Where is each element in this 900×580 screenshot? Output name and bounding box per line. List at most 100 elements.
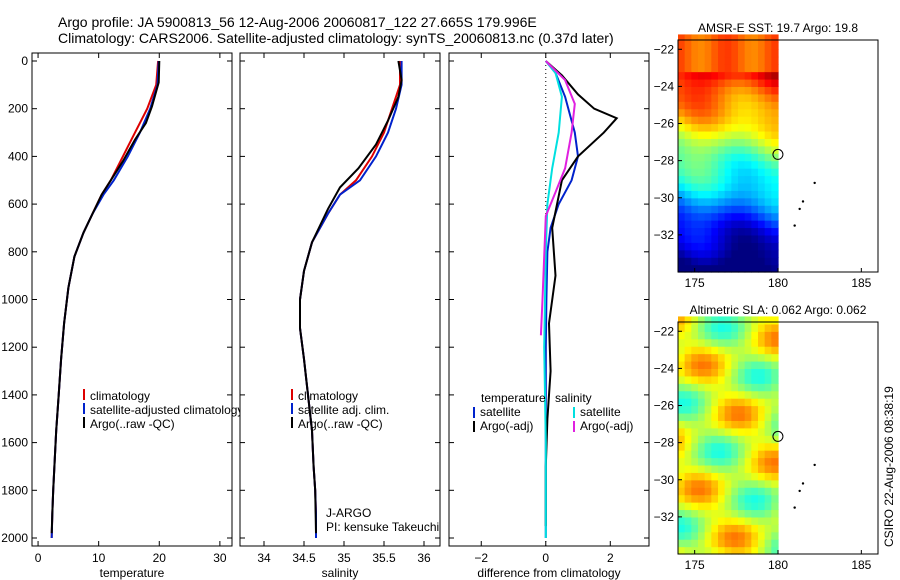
heatmap-cell <box>678 331 686 340</box>
heatmap-cell <box>718 153 726 162</box>
x-tick-label: 175 <box>685 276 705 290</box>
heatmap-cell <box>711 64 719 73</box>
heatmap-cell <box>711 323 719 332</box>
heatmap-cell <box>751 49 759 58</box>
heatmap-cell <box>771 257 779 266</box>
heatmap-cell <box>758 212 766 221</box>
heatmap-cell <box>711 457 719 466</box>
heatmap-cell <box>731 405 739 414</box>
heatmap-cell <box>738 101 746 110</box>
heatmap-cell <box>724 249 732 258</box>
heatmap-cell <box>764 93 772 102</box>
heatmap-cell <box>764 71 772 80</box>
heatmap-cell <box>758 41 766 50</box>
heatmap-cell <box>698 487 706 496</box>
heatmap-cell <box>751 182 759 191</box>
heatmap-cell <box>751 546 759 555</box>
heatmap-cell <box>704 412 712 421</box>
heatmap-cell <box>744 479 752 488</box>
heatmap-cell <box>711 168 719 177</box>
heatmap-cell <box>771 353 779 362</box>
y-tick-label: 600 <box>8 197 28 211</box>
heatmap-cell <box>731 34 739 43</box>
heatmap-cell <box>704 472 712 481</box>
heatmap-cell <box>738 234 746 243</box>
heatmap-cell <box>691 464 699 473</box>
heatmap-cell <box>718 442 726 451</box>
heatmap-cell <box>771 34 779 43</box>
x-tick-label: 0 <box>35 551 42 565</box>
heatmap-cell <box>751 41 759 50</box>
heatmap-cell <box>718 264 726 273</box>
heatmap-cell <box>731 71 739 80</box>
heatmap-cell <box>751 227 759 236</box>
heatmap-cell <box>758 509 766 518</box>
argo-position-marker <box>772 148 784 160</box>
heatmap-cell <box>744 101 752 110</box>
heatmap-cell <box>751 212 759 221</box>
heatmap-cell <box>758 494 766 503</box>
heatmap-cell <box>704 153 712 162</box>
heatmap-cell <box>718 56 726 65</box>
heatmap-cell <box>731 182 739 191</box>
heatmap-cell <box>691 539 699 548</box>
heatmap-cell <box>731 249 739 258</box>
heatmap-cell <box>771 524 779 533</box>
heatmap-cell <box>711 502 719 511</box>
heatmap-cell <box>678 360 686 369</box>
heatmap-cell <box>771 160 779 169</box>
heatmap-cell <box>691 368 699 377</box>
heatmap-cell <box>718 130 726 139</box>
heatmap-cell <box>731 168 739 177</box>
heatmap-cell <box>711 479 719 488</box>
heatmap-cell <box>698 41 706 50</box>
heatmap-cell <box>691 71 699 80</box>
heatmap-cell <box>724 375 732 384</box>
heatmap-cell <box>771 338 779 347</box>
map-title: Altimetric SLA: 0.062 Argo: 0.062 <box>690 303 867 317</box>
heatmap-cell <box>704 257 712 266</box>
heatmap-cell <box>698 539 706 548</box>
heatmap-cell <box>771 182 779 191</box>
heatmap-cell <box>764 338 772 347</box>
heatmap-cell <box>684 390 692 399</box>
heatmap-cell <box>691 502 699 511</box>
heatmap-cell <box>684 516 692 525</box>
heatmap-cell <box>704 316 712 325</box>
heatmap-cell <box>711 93 719 102</box>
heatmap-cell <box>711 242 719 251</box>
heatmap-cell <box>691 138 699 147</box>
heatmap-cell <box>744 153 752 162</box>
heatmap-cell <box>684 101 692 110</box>
heatmap-cell <box>738 220 746 229</box>
heatmap-cell <box>724 257 732 266</box>
heatmap-cell <box>678 346 686 355</box>
heatmap-cell <box>731 56 739 65</box>
heatmap-cell <box>744 49 752 58</box>
heatmap-cell <box>744 539 752 548</box>
heatmap-cell <box>758 457 766 466</box>
heatmap-cell <box>764 138 772 147</box>
heatmap-cell <box>704 420 712 429</box>
heatmap-cell <box>771 509 779 518</box>
heatmap-cell <box>711 175 719 184</box>
heatmap-cell <box>718 34 726 43</box>
heatmap-cell <box>711 509 719 518</box>
legend-label: temperature <box>481 391 546 405</box>
heatmap-cell <box>758 153 766 162</box>
heatmap-cell <box>691 249 699 258</box>
heatmap-cell <box>718 145 726 154</box>
heatmap-cell <box>684 145 692 154</box>
heatmap-cell <box>684 368 692 377</box>
heatmap-cell <box>691 479 699 488</box>
heatmap-cell <box>698 331 706 340</box>
heatmap-cell <box>698 175 706 184</box>
heatmap-cell <box>718 227 726 236</box>
heatmap-cell <box>718 331 726 340</box>
heatmap-cell <box>738 182 746 191</box>
heatmap-cell <box>684 93 692 102</box>
heatmap-cell <box>731 442 739 451</box>
heatmap-cell <box>744 472 752 481</box>
heatmap-cell <box>678 160 686 169</box>
x-tick-label: 185 <box>851 276 871 290</box>
